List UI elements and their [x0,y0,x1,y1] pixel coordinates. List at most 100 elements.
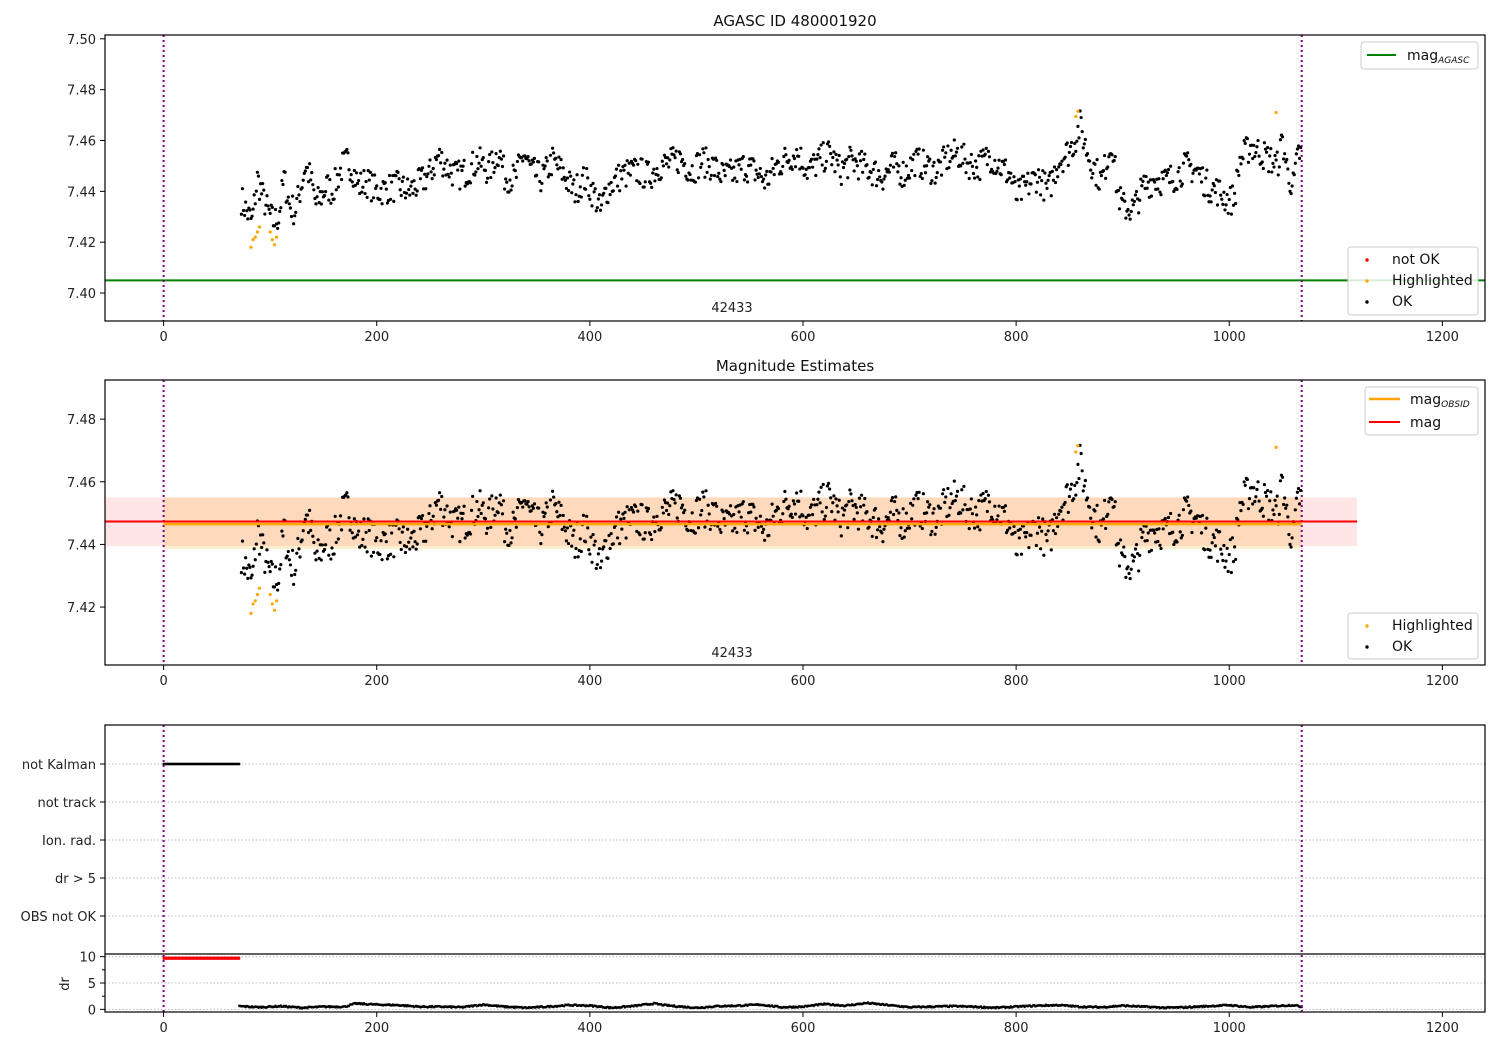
ok-point [599,203,604,207]
ok-point [723,174,727,178]
ok-point [1057,512,1061,516]
ok-point [602,191,606,195]
ok-point [1052,512,1057,516]
dr-point [462,1006,465,1009]
dr-point [252,1006,255,1009]
dr-point [487,1004,490,1007]
ok-point [653,529,657,534]
dr-point [447,1005,450,1008]
dr-point [539,1005,542,1008]
dr-point [536,1005,539,1008]
ok-point [1232,191,1237,195]
ok-point [1218,179,1222,183]
ok-point [267,564,271,569]
dr-point [1179,1005,1182,1009]
dr-point [346,1004,349,1008]
dr-point [390,1004,393,1007]
dr-capped-point [188,956,191,960]
dr-point [1135,1005,1138,1008]
dr-point [719,1005,722,1008]
ok-point [1251,156,1255,161]
ok-point [424,187,428,191]
ok-point [424,539,428,543]
flag-point [170,762,173,766]
ok-point [815,157,819,161]
ok-point [1139,527,1143,531]
ok-point [1003,504,1008,508]
dr-point [489,1004,492,1007]
flag-point [172,762,175,766]
dr-point [729,1005,732,1008]
ok-point [385,201,389,205]
dr-point [787,1006,790,1009]
dr-point [247,1005,250,1009]
x-tick-label: 800 [1004,1021,1029,1036]
ok-point [643,180,647,184]
dr-point [927,1005,930,1009]
dr-point [810,1004,813,1007]
ok-point [479,164,483,168]
dr-point [771,1004,774,1007]
ok-point [1283,152,1287,156]
dr-point [520,1005,523,1009]
dr-point [949,1004,952,1007]
dr-point [433,1005,436,1009]
ok-point [897,511,901,515]
ok-point [585,166,589,171]
ok-point [1222,190,1226,194]
ok-point [1037,175,1042,179]
ok-point [1083,137,1087,142]
ok-point [690,164,694,168]
dr-point [406,1004,409,1007]
ok-point [928,157,932,161]
ok-point [839,534,843,538]
ok-point [837,153,841,158]
ok-point [250,214,254,218]
highlighted-point [1074,114,1078,118]
dr-point [569,1004,572,1007]
dr-point [999,1006,1002,1009]
flag-point [229,762,232,766]
dr-point [395,1003,398,1007]
dr-point [510,1005,513,1009]
dr-point [1267,1005,1270,1009]
ok-point [244,200,248,204]
dr-point [1073,1005,1076,1008]
dr-point [1112,1004,1115,1008]
ok-point [742,178,746,182]
dr-point [1250,1006,1253,1009]
ok-point [986,493,991,497]
dr-point [1035,1004,1038,1008]
ok-point [649,181,653,185]
ok-point [429,170,433,174]
dr-point [807,1004,810,1007]
ok-point [485,176,490,180]
ok-point [1094,183,1098,187]
ok-point [383,532,387,536]
dr-point [455,1006,458,1009]
dr-point [259,1005,262,1008]
ok-point [463,184,467,188]
ok-point [589,183,593,188]
ok-point [942,145,946,149]
ok-point [1273,153,1277,158]
ok-point [1082,142,1086,146]
ok-point [862,503,866,507]
ok-point [369,554,374,558]
dr-point [869,1002,872,1005]
dr-point [1167,1005,1170,1009]
dr-capped-point [164,956,167,960]
ok-point [845,503,849,507]
ok-point [288,563,293,567]
dr-point [934,1005,937,1008]
dr-point [1173,1006,1176,1009]
ok-point [625,505,629,509]
dr-point [715,1004,718,1007]
flag-point [231,762,234,766]
dr-point [772,1005,775,1008]
ok-point [364,530,368,534]
ok-point [1081,489,1085,493]
ok-point [388,197,393,201]
ok-point [397,177,401,181]
ok-point [776,160,781,164]
